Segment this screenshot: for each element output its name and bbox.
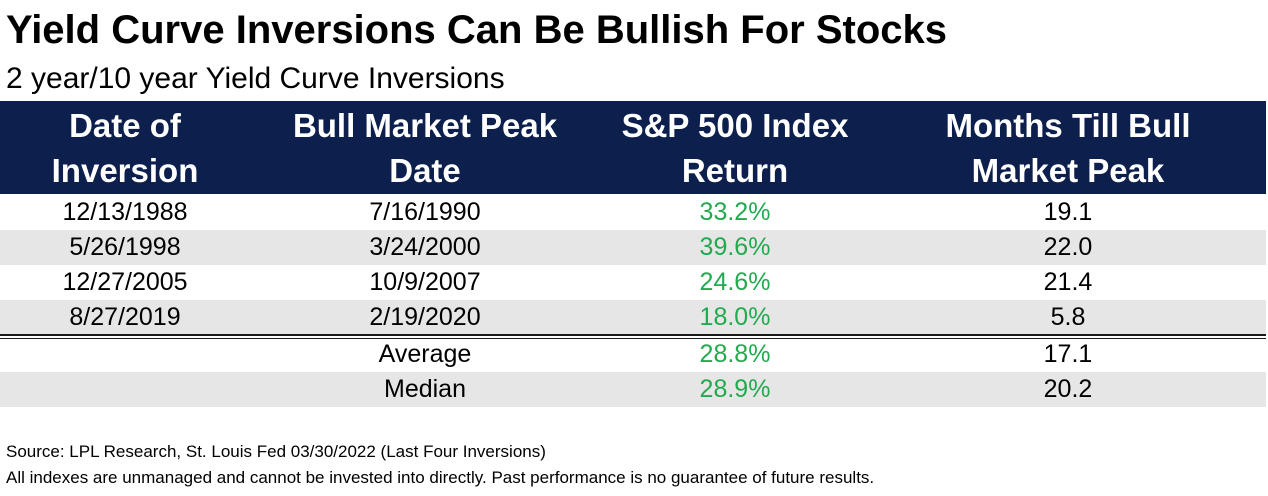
header-months-till-peak: Months Till Bull Market Peak	[945, 106, 1191, 189]
page-title: Yield Curve Inversions Can Be Bullish Fo…	[6, 8, 947, 52]
header-date-of-inversion: Date of Inversion	[51, 106, 199, 189]
summary-row-average: Average 28.8% 17.1	[0, 337, 1266, 372]
cell-inversion-date: 5/26/1998	[69, 233, 181, 261]
summary-divider	[0, 334, 1266, 336]
table-row: 5/26/1998 3/24/2000 39.6% 22.0	[0, 230, 1266, 265]
cell-return: 28.8%	[699, 340, 771, 368]
cell-summary-label: Median	[384, 375, 466, 403]
cell-peak-date: 7/16/1990	[369, 198, 481, 226]
table-row: 8/27/2019 2/19/2020 18.0% 5.8	[0, 300, 1266, 335]
summary-divider	[0, 338, 1266, 339]
cell-return: 18.0%	[699, 303, 771, 331]
cell-months: 22.0	[1043, 233, 1093, 261]
header-bull-market-peak-date: Bull Market Peak Date	[292, 106, 558, 189]
table-row: 12/27/2005 10/9/2007 24.6% 21.4	[0, 265, 1266, 300]
cell-return: 24.6%	[699, 268, 771, 296]
page-subtitle: 2 year/10 year Yield Curve Inversions	[6, 62, 505, 95]
cell-inversion-date: 12/27/2005	[62, 268, 188, 296]
cell-peak-date: 10/9/2007	[369, 268, 481, 296]
cell-months: 20.2	[1043, 375, 1093, 403]
cell-months: 17.1	[1043, 340, 1093, 368]
cell-peak-date: 2/19/2020	[369, 303, 481, 331]
cell-peak-date: 3/24/2000	[369, 233, 481, 261]
cell-months: 5.8	[1050, 303, 1086, 331]
disclaimer-note: All indexes are unmanaged and cannot be …	[6, 468, 875, 487]
header-sp500-index-return: S&P 500 Index Return	[621, 106, 849, 189]
table-row: 12/13/1988 7/16/1990 33.2% 19.1	[0, 195, 1266, 230]
cell-months: 19.1	[1043, 198, 1093, 226]
cell-return: 39.6%	[699, 233, 771, 261]
cell-return: 28.9%	[699, 375, 771, 403]
table-header: Date of Inversion Bull Market Peak Date …	[0, 101, 1266, 194]
cell-inversion-date: 12/13/1988	[62, 198, 188, 226]
cell-return: 33.2%	[699, 198, 771, 226]
summary-row-median: Median 28.9% 20.2	[0, 372, 1266, 407]
cell-months: 21.4	[1043, 268, 1093, 296]
cell-summary-label: Average	[378, 340, 472, 368]
source-note: Source: LPL Research, St. Louis Fed 03/3…	[6, 442, 546, 461]
cell-inversion-date: 8/27/2019	[69, 303, 181, 331]
